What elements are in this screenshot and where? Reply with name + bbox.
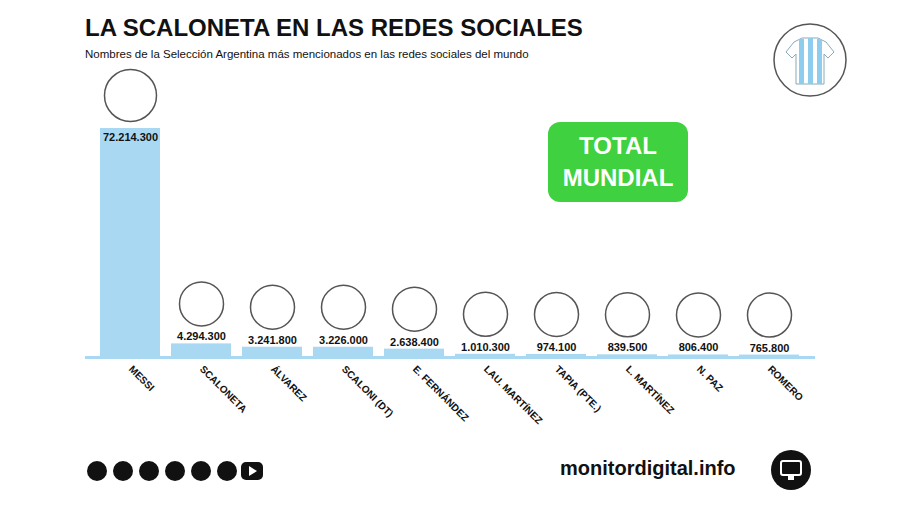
html-text:TOTAL: TOTAL — [579, 132, 657, 159]
svg-text:2.638.400: 2.638.400 — [390, 336, 439, 348]
svg-text:E. FERNÁNDEZ: E. FERNÁNDEZ — [411, 363, 472, 424]
svg-text:MESSI: MESSI — [127, 363, 157, 393]
html-text:MUNDIAL: MUNDIAL — [562, 164, 674, 191]
svg-text:765.800: 765.800 — [750, 342, 790, 354]
svg-text:3.241.800: 3.241.800 — [248, 334, 297, 346]
html-text:LA SCALONETA EN LAS REDES SOCI: LA SCALONETA EN LAS REDES SOCIALES — [85, 14, 583, 41]
svg-text:LAU. MARTÍNEZ: LAU. MARTÍNEZ — [482, 363, 545, 426]
svg-text:974.100: 974.100 — [537, 341, 577, 353]
svg-text:1.010.300: 1.010.300 — [461, 341, 510, 353]
svg-text:ÁLVAREZ: ÁLVAREZ — [269, 363, 310, 404]
html-text:monitordigital.info: monitordigital.info — [560, 457, 736, 479]
svg-text:806.400: 806.400 — [679, 341, 719, 353]
svg-text:TAPIA (PTE.): TAPIA (PTE.) — [553, 363, 604, 414]
svg-text:N. PAZ: N. PAZ — [695, 363, 725, 393]
svg-text:3.226.000: 3.226.000 — [319, 334, 368, 346]
svg-text:SCALONETA: SCALONETA — [198, 363, 249, 414]
svg-text:L. MARTÍNEZ: L. MARTÍNEZ — [624, 363, 677, 416]
svg-text:72.214.300: 72.214.300 — [103, 131, 158, 143]
svg-text:4.294.300: 4.294.300 — [177, 330, 226, 342]
svg-text:ROMERO: ROMERO — [766, 363, 806, 403]
svg-text:839.500: 839.500 — [608, 341, 648, 353]
html-text:Nombres de la Selección Argent: Nombres de la Selección Argentina más me… — [85, 48, 529, 60]
svg-text:SCALONI (DT): SCALONI (DT) — [340, 363, 396, 419]
